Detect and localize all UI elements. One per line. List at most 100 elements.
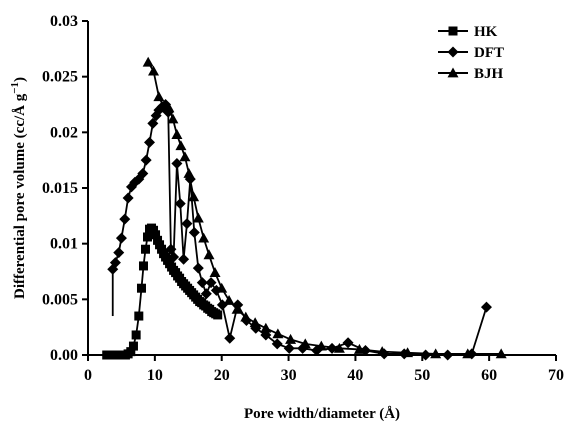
bjh-marker <box>231 303 243 314</box>
legend-label: HK <box>474 24 498 40</box>
series-layer <box>102 56 507 361</box>
bjh-marker <box>148 65 160 76</box>
hk-marker <box>143 232 153 242</box>
y-tick-label: 0.03 <box>50 13 78 30</box>
dft-marker <box>271 338 283 350</box>
dft-marker <box>171 158 183 170</box>
x-tick-label: 20 <box>214 367 230 384</box>
dft-marker <box>113 247 125 259</box>
dft-marker <box>140 154 152 166</box>
bjh-marker <box>447 67 459 78</box>
bjh-marker <box>163 102 175 113</box>
hk-marker <box>126 347 136 357</box>
bjh-marker <box>495 348 507 359</box>
bjh-marker <box>430 348 442 359</box>
y-axis-title: Differential pore volume (cc/Å g−1) <box>9 77 28 299</box>
dft-marker <box>119 213 131 225</box>
legend-item-dft: DFT <box>438 45 504 61</box>
bjh-marker <box>272 328 284 339</box>
bjh-marker <box>167 113 179 124</box>
y-axis-title-superscript: −1 <box>9 82 21 94</box>
y-tick-label: 0.02 <box>50 124 78 141</box>
x-tick-label: 40 <box>347 367 363 384</box>
legend-label: BJH <box>474 66 504 82</box>
dft-marker <box>144 136 156 148</box>
hk-marker <box>136 283 146 293</box>
x-tick-label: 30 <box>281 367 297 384</box>
bjh-marker <box>249 317 261 328</box>
bjh-marker <box>203 249 215 260</box>
x-tick-label: 10 <box>147 367 163 384</box>
x-tick-label: 60 <box>481 367 497 384</box>
dft-marker <box>196 277 208 289</box>
dft-marker <box>200 288 212 300</box>
y-tick-label: 0.015 <box>42 180 78 197</box>
bjh-marker <box>209 267 221 278</box>
dft-marker <box>442 349 454 361</box>
bjh-marker <box>216 282 228 293</box>
dft-marker <box>122 192 134 204</box>
dft-marker <box>205 277 217 289</box>
y-axis-ticks: 0.00 0.005 0.01 0.015 0.02 0.025 0.03 <box>42 13 88 364</box>
series-dft <box>107 99 492 361</box>
dft-marker <box>174 198 186 210</box>
hk-marker <box>151 230 161 240</box>
bjh-marker <box>223 294 235 305</box>
dft-marker <box>480 301 492 313</box>
bjh-marker <box>333 342 345 353</box>
hk-marker <box>131 330 141 340</box>
hk-marker <box>138 261 148 271</box>
dft-marker <box>326 342 338 354</box>
x-axis-title: Pore width/diameter (Å) <box>244 406 400 422</box>
bjh-marker <box>315 340 327 351</box>
x-tick-label: 50 <box>414 367 430 384</box>
bjh-marker <box>299 338 311 349</box>
bjh-marker <box>376 346 388 357</box>
bjh-marker <box>462 348 474 359</box>
bjh-marker <box>240 311 252 322</box>
bjh-marker <box>188 191 200 202</box>
bjh-marker <box>153 91 165 102</box>
series-line-bjh <box>147 61 502 355</box>
y-tick-label: 0.01 <box>50 236 78 253</box>
bjh-marker <box>179 151 191 162</box>
y-axis-title-main: Differential pore volume (cc/Å g <box>12 93 28 299</box>
bjh-marker <box>353 343 365 354</box>
hk-marker <box>134 311 144 321</box>
legend-item-hk: HK <box>438 24 498 40</box>
dft-marker <box>115 232 127 244</box>
bjh-marker <box>142 56 154 67</box>
bjh-marker <box>260 322 272 333</box>
bjh-marker <box>192 212 204 223</box>
legend-label: DFT <box>474 45 504 61</box>
hk-marker <box>448 26 458 36</box>
legend: HK DFT BJH <box>438 24 504 82</box>
y-axis-title-end: ) <box>12 77 28 82</box>
bjh-marker <box>183 168 195 178</box>
bjh-marker <box>285 333 297 344</box>
series-hk <box>102 223 223 360</box>
dft-marker <box>181 218 193 230</box>
y-tick-label: 0.005 <box>42 291 78 308</box>
dft-marker <box>192 262 204 274</box>
bjh-marker <box>198 232 210 243</box>
x-tick-label: 70 <box>548 367 564 384</box>
dft-marker <box>178 253 190 265</box>
bjh-marker <box>175 140 187 151</box>
dft-marker <box>283 342 295 354</box>
dft-marker <box>224 332 236 344</box>
y-tick-label: 0.00 <box>50 347 78 364</box>
hk-marker <box>128 341 138 351</box>
dft-marker <box>188 227 200 239</box>
series-line-dft <box>111 103 488 356</box>
dft-marker <box>420 349 432 361</box>
y-tick-label: 0.025 <box>42 69 78 86</box>
dft-marker <box>147 117 159 129</box>
legend-item-bjh: BJH <box>438 66 504 82</box>
dft-marker <box>109 257 121 269</box>
dft-marker <box>168 251 180 263</box>
x-axis-ticks: 0 10 20 30 40 50 60 70 <box>84 355 564 384</box>
x-tick-label: 0 <box>84 367 92 384</box>
dft-marker <box>342 337 354 349</box>
